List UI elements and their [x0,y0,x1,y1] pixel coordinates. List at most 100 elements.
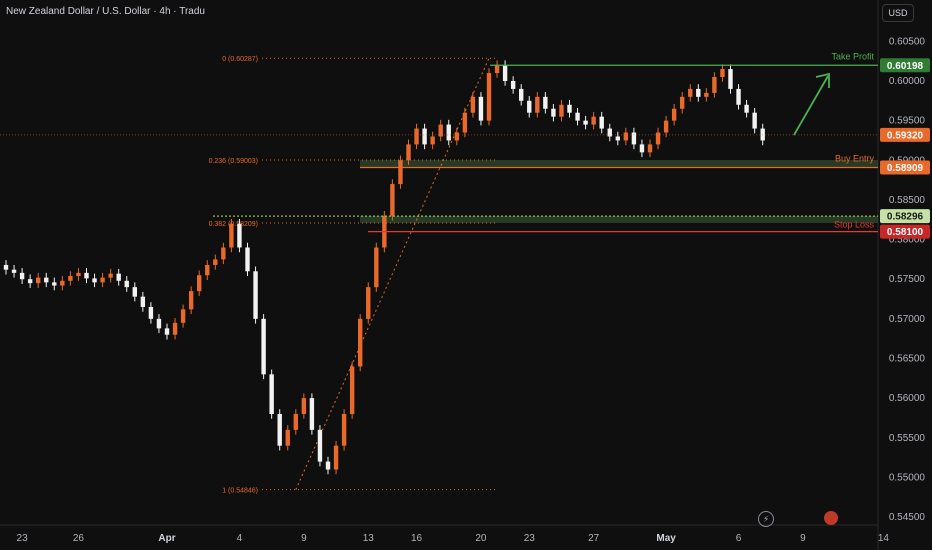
candle-body [156,318,162,329]
y-tick-label: 0.60500 [889,36,926,47]
candle-body [486,73,492,121]
stop-loss-tag-bg [880,224,930,239]
y-tick-label: 0.58500 [889,195,926,206]
candle-body [736,88,741,105]
currency-selector[interactable]: USD [882,4,914,22]
x-tick-label: 9 [800,533,806,544]
x-tick-label: 23 [524,533,536,544]
candle-body [720,69,725,78]
buy-entry-label: Buy Entry [835,153,875,163]
candle-body [60,280,65,286]
candle-body [599,116,604,129]
x-tick-label: 16 [411,533,423,544]
candle-body [229,223,234,248]
candle-body [100,277,105,283]
event-icon[interactable] [824,511,838,525]
candle-body [205,264,210,276]
x-tick-label: 14 [878,533,890,544]
candle-body [728,69,733,89]
candle-body [688,88,693,97]
x-tick-label: 20 [475,533,487,544]
candle-body [414,128,419,145]
y-tick-label: 0.60000 [889,76,926,87]
candle-body [164,328,170,335]
candle-body [680,96,685,109]
candle-body [462,112,468,133]
candle-body [92,278,97,283]
x-tick-label: May [656,533,676,544]
fib-trend-line [295,58,490,490]
candle-body [237,223,242,248]
candle-body [124,280,129,288]
fib-level-label: 0.236 (0.59003) [209,158,258,165]
candle-body [52,282,57,286]
stop-loss-label: Stop Loss [834,220,875,230]
x-tick-label: 9 [301,533,307,544]
support-tag-bg [880,209,930,224]
candle-body [172,322,178,335]
fib-level-label: 1 (0.54846) [222,488,258,495]
y-tick-label: 0.57500 [889,274,926,285]
candle-body [696,88,701,97]
candle-body [567,104,572,113]
candle-body [317,429,323,462]
candle-body [446,124,451,141]
lightning-icon[interactable]: ⚡ [758,511,774,527]
candle-body [502,65,508,81]
candle-body [551,108,556,117]
x-tick-label: 13 [363,533,375,544]
take-profit-label: Take Profit [831,51,874,61]
candle-body [261,318,266,375]
candle-body [527,100,532,113]
y-tick-label: 0.56500 [889,353,926,364]
candle-body [301,398,307,414]
buy-entry-tag-bg [880,160,930,175]
x-tick-label: Apr [158,533,175,544]
candle-body [615,136,620,141]
chart-title: New Zealand Dollar / U.S. Dollar · 4h · … [6,6,205,17]
x-tick-label: 27 [588,533,600,544]
candle-body [494,65,500,74]
candle-body [76,272,81,277]
y-tick-label: 0.58000 [889,235,926,246]
candle-body [116,273,121,281]
candle-body [68,276,73,281]
current-price-tag: 0.59320 [887,130,924,141]
up-arrow-head [815,72,830,88]
candle-body [535,96,540,113]
candle-body [583,120,588,125]
candle-body [655,132,661,145]
candle-body [333,445,339,470]
candle-body [349,366,355,414]
y-tick-label: 0.57000 [889,314,926,325]
candle-body [438,124,443,137]
candle-body [277,413,282,446]
candle-body [245,247,250,272]
candle-body [132,287,137,297]
candle-body [358,318,363,367]
take-profit-tag: 0.60198 [887,61,924,72]
candle-body [213,259,218,265]
candle-body [752,112,757,129]
up-arrow-shaft [793,75,829,136]
candle-body [543,96,548,109]
candle-body [325,461,331,470]
candle-body [148,306,154,319]
candle-body [454,132,459,141]
candle-body [671,108,677,121]
candle-body [406,144,411,161]
candle-body [623,132,629,141]
stop-loss-tag: 0.58100 [887,227,924,238]
candle-body [374,247,379,288]
candle-body [390,184,395,216]
candle-body [285,429,290,446]
fib-level-label: 0 (0.60287) [222,56,258,63]
take-profit-tag-bg [880,58,930,73]
candle-body [519,88,524,101]
candle-body [607,128,612,137]
candle-body [591,116,596,125]
candle-body [639,144,645,153]
candle-body [366,287,371,319]
candle-body [269,374,274,414]
